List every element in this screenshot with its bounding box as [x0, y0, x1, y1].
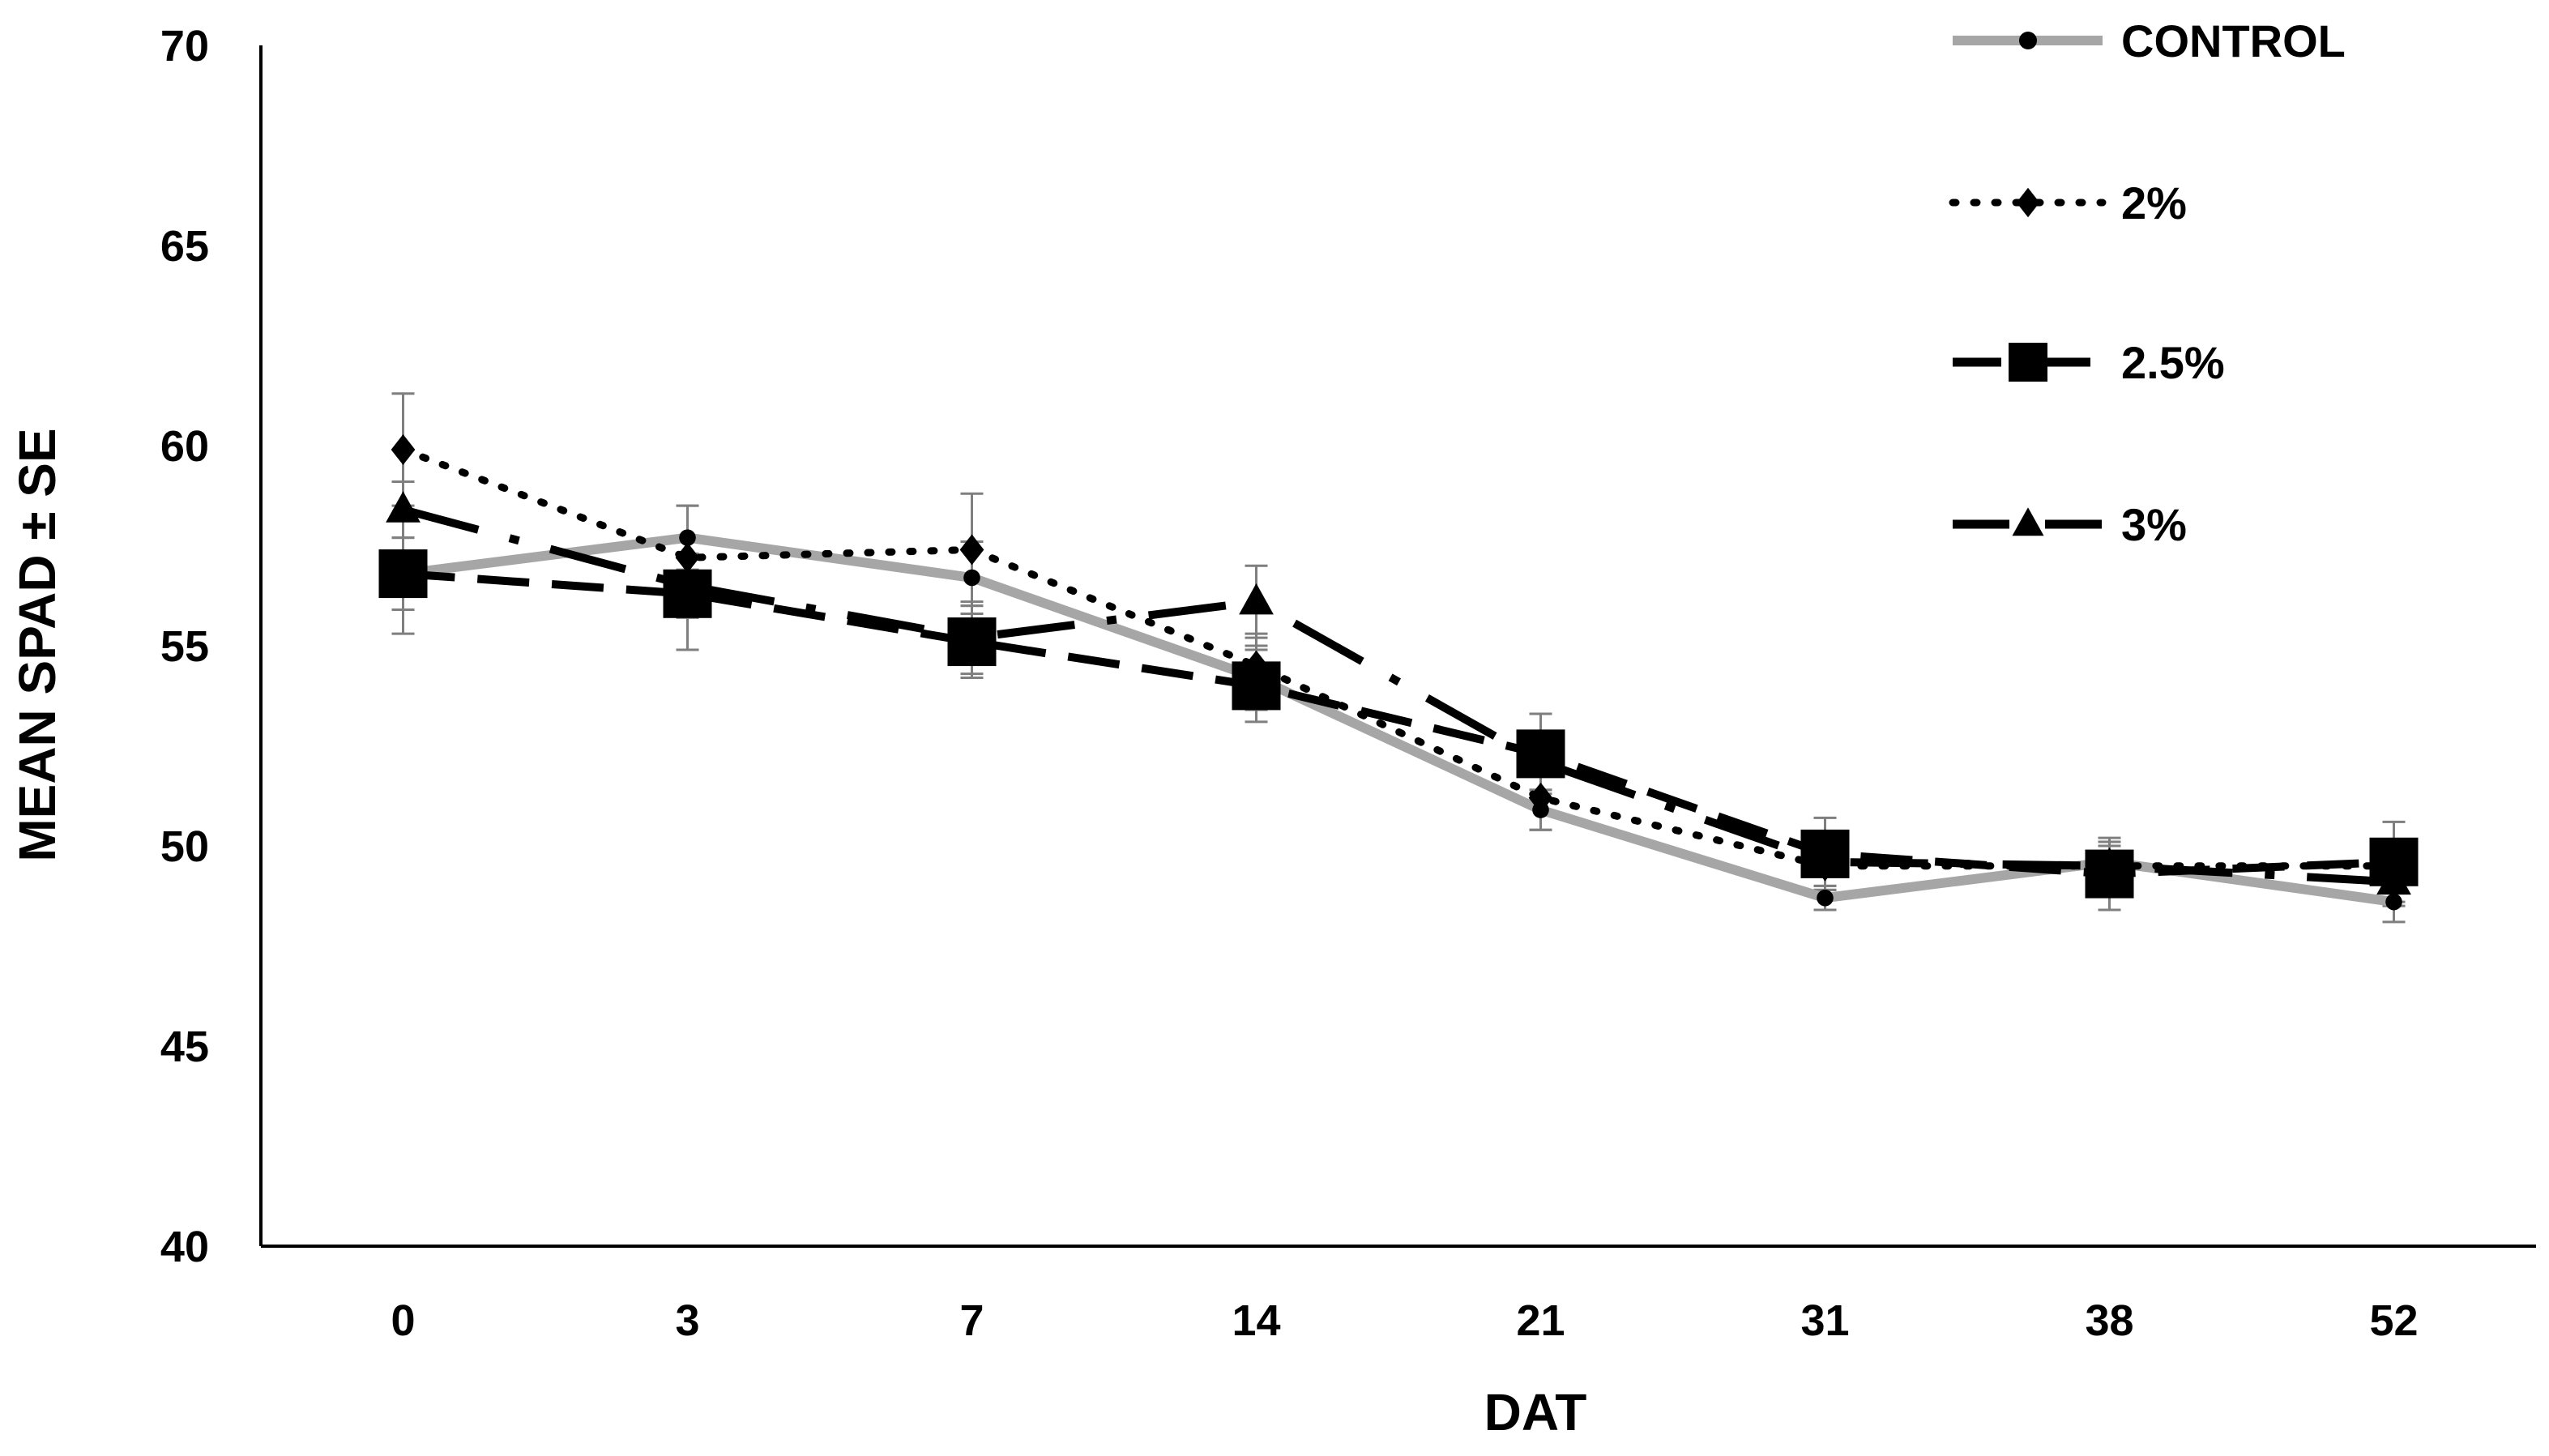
- marker-square: [1516, 729, 1565, 779]
- marker-triangle: [386, 491, 421, 523]
- legend-label: 2%: [2121, 177, 2187, 228]
- x-axis-title: DAT: [1484, 1383, 1587, 1441]
- x-tick-label: 0: [391, 1296, 415, 1345]
- marker-circle: [2019, 32, 2037, 49]
- y-tick-label: 70: [160, 22, 209, 70]
- series-line: [399, 446, 2397, 870]
- marker-square: [2009, 343, 2047, 382]
- error-bars: [391, 392, 2406, 924]
- marker-diamond: [959, 534, 984, 566]
- marker-square: [1800, 829, 1850, 878]
- x-tick-label: 31: [1800, 1296, 1849, 1345]
- marker-square: [2369, 837, 2419, 886]
- marker-square: [947, 617, 997, 667]
- marker-square: [663, 569, 712, 618]
- marker-square: [2085, 849, 2134, 899]
- y-tick-label: 55: [160, 622, 209, 671]
- series-lines: [399, 446, 2397, 907]
- marker-diamond: [675, 542, 700, 574]
- y-tick-label: 50: [160, 822, 209, 871]
- marker-square: [378, 549, 428, 599]
- legend-label: 2.5%: [2121, 337, 2225, 388]
- y-tick-label: 65: [160, 222, 209, 271]
- marker-diamond: [391, 434, 416, 465]
- marker-triangle: [2012, 507, 2044, 536]
- y-axis-title: MEAN SPAD ± SE: [8, 428, 66, 861]
- axes: 40 45 50 55 60 65 70 0 3 7 14 21 31 38 52: [160, 22, 2536, 1345]
- marker-square: [1232, 661, 1281, 711]
- series-markers: [378, 434, 2419, 911]
- marker-circle: [2385, 893, 2402, 911]
- x-tick-label: 21: [1516, 1296, 1565, 1345]
- x-tick-label: 38: [2085, 1296, 2133, 1345]
- x-tick-label: 7: [959, 1296, 984, 1345]
- marker-diamond: [1528, 782, 1553, 813]
- marker-circle: [679, 529, 696, 546]
- y-tick-label: 45: [160, 1023, 209, 1071]
- legend-label: CONTROL: [2121, 15, 2346, 66]
- marker-circle: [1817, 889, 1834, 907]
- legend: CONTROL 2% 2.5% 3%: [1949, 15, 2346, 550]
- marker-diamond: [2016, 187, 2040, 218]
- series-line: [402, 506, 2394, 886]
- y-tick-label: 60: [160, 422, 209, 471]
- x-tick-label: 52: [2369, 1296, 2418, 1345]
- x-tick-label: 3: [675, 1296, 699, 1345]
- series-line: [403, 570, 2394, 878]
- x-tick-label: 14: [1232, 1296, 1280, 1345]
- marker-triangle: [1239, 583, 1274, 615]
- marker-circle: [1532, 801, 1549, 818]
- legend-label: 3%: [2121, 499, 2187, 550]
- y-tick-label: 40: [160, 1223, 209, 1271]
- marker-circle: [963, 569, 980, 587]
